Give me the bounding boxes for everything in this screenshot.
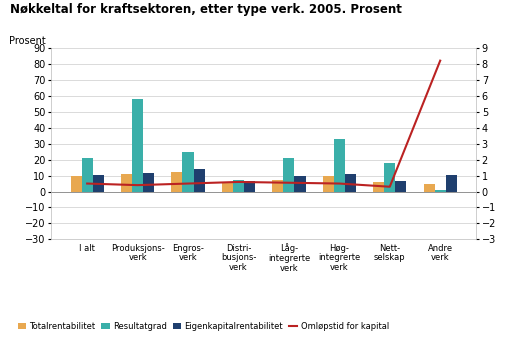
- Bar: [244, 181, 255, 192]
- Bar: [172, 172, 182, 192]
- Bar: [71, 176, 81, 192]
- Bar: [121, 174, 132, 192]
- Bar: [373, 182, 384, 192]
- Bar: [93, 175, 104, 192]
- Bar: [294, 175, 306, 192]
- Bar: [334, 139, 345, 192]
- Text: Prosent: Prosent: [9, 36, 46, 46]
- Bar: [194, 169, 205, 192]
- Bar: [435, 190, 446, 192]
- Text: Nøkkeltal for kraftsektoren, etter type verk. 2005. Prosent: Nøkkeltal for kraftsektoren, etter type …: [10, 3, 402, 16]
- Bar: [182, 152, 194, 192]
- Legend: Totalrentabilitet, Resultatgrad, Eigenkapitalrentabilitet, Omløpstid for kapital: Totalrentabilitet, Resultatgrad, Eigenka…: [14, 319, 392, 334]
- Bar: [143, 173, 154, 192]
- Bar: [283, 158, 294, 192]
- Bar: [233, 180, 244, 192]
- Bar: [323, 175, 334, 192]
- Bar: [446, 175, 457, 192]
- Bar: [272, 180, 283, 192]
- Bar: [81, 158, 93, 192]
- Bar: [132, 99, 143, 192]
- Bar: [222, 182, 233, 192]
- Bar: [345, 174, 356, 192]
- Bar: [423, 184, 435, 192]
- Bar: [384, 163, 395, 192]
- Bar: [395, 181, 407, 192]
